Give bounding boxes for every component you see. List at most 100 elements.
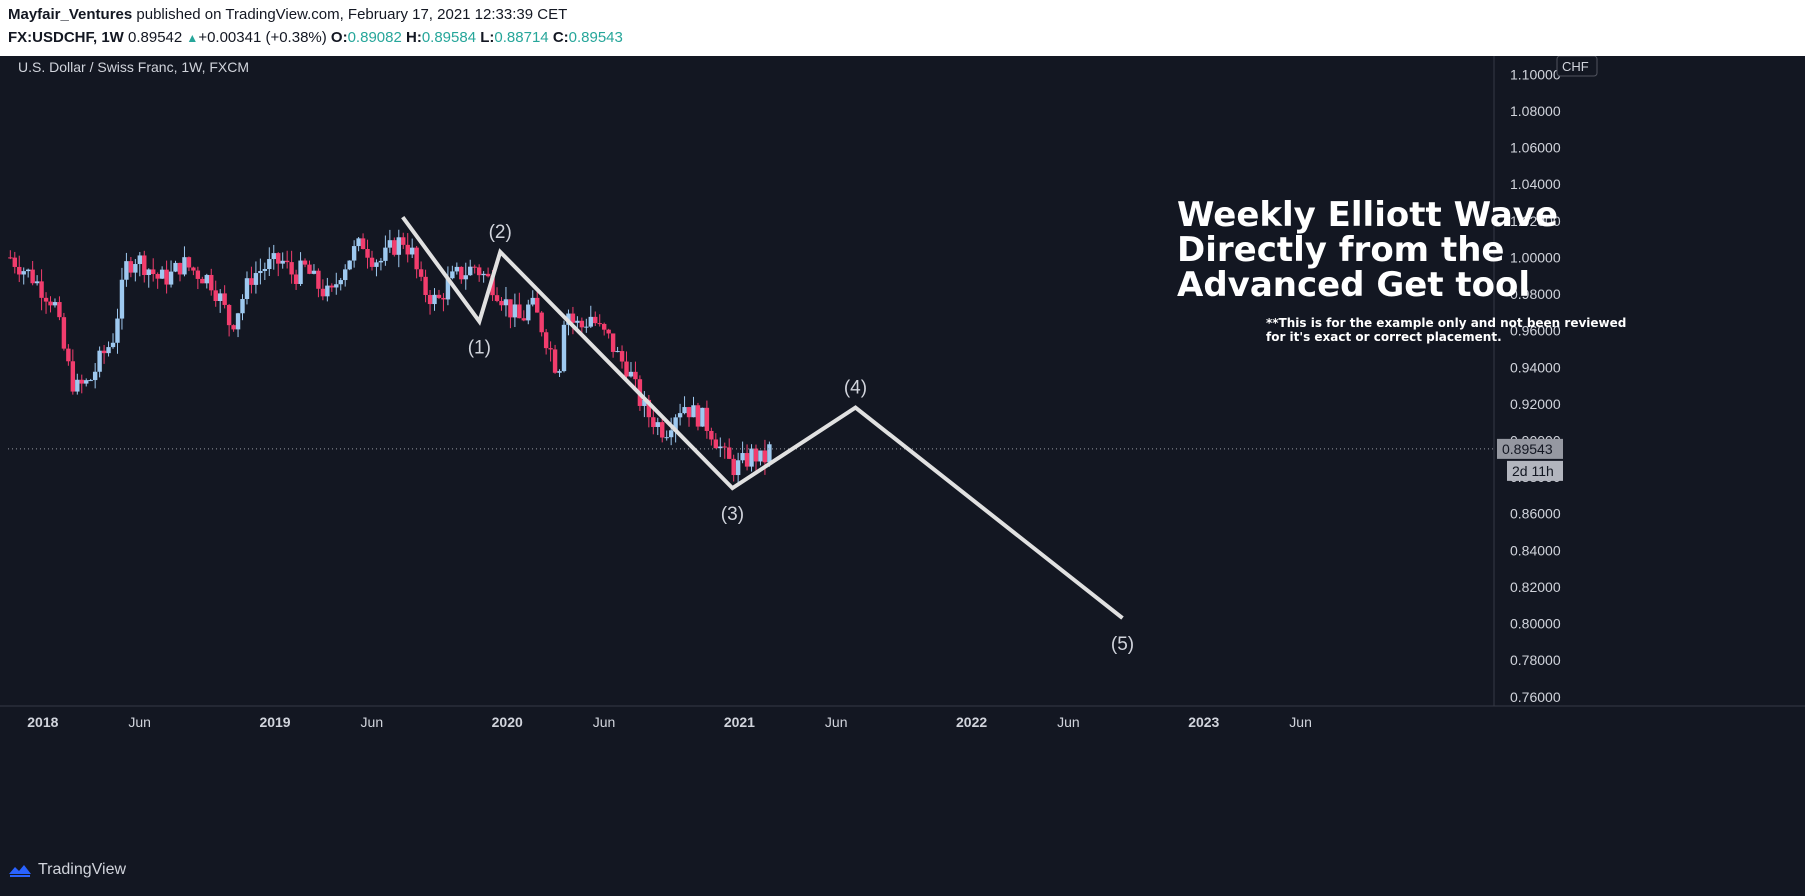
high-label: H: bbox=[406, 29, 422, 46]
candle-body bbox=[588, 316, 593, 327]
candle-body bbox=[226, 304, 232, 326]
candle-body bbox=[646, 399, 652, 418]
candle-body bbox=[182, 257, 187, 275]
candle-body bbox=[155, 274, 160, 279]
candle-body bbox=[664, 437, 669, 439]
candle-body bbox=[445, 278, 451, 300]
candle-body bbox=[79, 379, 84, 384]
candle-body bbox=[119, 279, 125, 319]
y-tick-label: 0.80000 bbox=[1510, 616, 1561, 632]
candle-body bbox=[378, 260, 384, 263]
candle-body bbox=[735, 460, 741, 476]
y-tick-label: 0.98000 bbox=[1510, 286, 1561, 302]
candle-body bbox=[682, 407, 687, 414]
currency-badge[interactable] bbox=[1556, 56, 1598, 77]
annotation-note-line: **This is for the example only and not b… bbox=[1266, 316, 1626, 330]
candle-body bbox=[262, 269, 268, 271]
elliott-wave-line[interactable] bbox=[401, 215, 1124, 620]
candle-body bbox=[499, 300, 504, 306]
published-text: published on TradingView.com, February 1… bbox=[136, 6, 568, 23]
author-name[interactable]: Mayfair_Ventures bbox=[8, 6, 133, 23]
candle-body bbox=[610, 333, 616, 352]
candle-body bbox=[307, 264, 312, 274]
candle-body bbox=[235, 313, 241, 330]
candle-body bbox=[222, 293, 227, 305]
candle-body bbox=[731, 458, 736, 476]
candle-body bbox=[173, 262, 178, 272]
candle-body bbox=[271, 253, 276, 260]
tradingview-icon bbox=[9, 865, 31, 877]
candle-body bbox=[615, 351, 620, 353]
candle-body bbox=[619, 351, 625, 362]
price-chart[interactable]: U.S. Dollar / Swiss Franc, 1W, FXCM 1.100… bbox=[0, 56, 1805, 849]
candle-body bbox=[695, 405, 701, 427]
candle-body bbox=[191, 267, 196, 271]
candle-body bbox=[508, 299, 513, 318]
tradingview-logo[interactable]: TradingView bbox=[8, 861, 126, 879]
candle-body bbox=[249, 278, 254, 285]
candle-body bbox=[177, 262, 183, 275]
y-tick-label: 0.86000 bbox=[1510, 506, 1561, 522]
candle-body bbox=[298, 260, 303, 284]
candle-body bbox=[579, 320, 585, 328]
annotation-title-line: Weekly Elliott Wave bbox=[1177, 195, 1558, 235]
low-label: L: bbox=[480, 29, 495, 46]
symbol-label: FX:USDCHF, 1W bbox=[8, 29, 124, 46]
countdown-badge bbox=[1507, 460, 1563, 481]
candle-body bbox=[106, 347, 111, 354]
footer: TradingView bbox=[0, 849, 1805, 896]
wave-label: (1) bbox=[468, 337, 491, 358]
candle-body bbox=[110, 342, 116, 348]
candle-body bbox=[387, 240, 393, 248]
candle-body bbox=[673, 417, 678, 431]
candle-body bbox=[494, 295, 500, 301]
candle-body bbox=[92, 371, 98, 381]
candle-body bbox=[231, 325, 236, 330]
candle-body bbox=[365, 249, 370, 258]
candle-body bbox=[704, 407, 710, 431]
candle-body bbox=[302, 260, 308, 265]
candle-body bbox=[753, 448, 759, 462]
x-tick-label: 2019 bbox=[259, 714, 290, 730]
candle-body bbox=[276, 253, 281, 264]
wave-label: (2) bbox=[489, 222, 512, 243]
candle-body bbox=[30, 269, 35, 284]
candle-body bbox=[597, 323, 602, 325]
annotation-title-line: Advanced Get tool bbox=[1177, 265, 1530, 305]
candle-body bbox=[311, 270, 317, 274]
candle-body bbox=[593, 316, 598, 324]
candle-body bbox=[481, 273, 486, 276]
chart-area[interactable]: U.S. Dollar / Swiss Franc, 1W, FXCM 1.100… bbox=[0, 56, 1805, 849]
countdown-label: 2d 11h bbox=[1512, 463, 1554, 479]
candle-body bbox=[722, 446, 727, 448]
candle-body bbox=[61, 317, 67, 349]
candle-body bbox=[436, 294, 442, 298]
publish-info: Mayfair_Ventures published on TradingVie… bbox=[8, 6, 567, 23]
candle-body bbox=[414, 247, 419, 270]
y-tick-label: 1.10000 bbox=[1510, 66, 1561, 82]
candle-body bbox=[334, 284, 339, 288]
candle-body bbox=[383, 247, 388, 261]
candle-body bbox=[284, 260, 290, 263]
y-tick-label: 0.96000 bbox=[1510, 323, 1561, 339]
brand-name: TradingView bbox=[38, 861, 127, 878]
annotation-title-line: Directly from the bbox=[1177, 230, 1504, 270]
candle-body bbox=[343, 269, 348, 281]
low-value: 0.88714 bbox=[494, 29, 549, 46]
candle-body bbox=[115, 318, 120, 343]
y-tick-label: 1.00000 bbox=[1510, 249, 1561, 265]
candle-body bbox=[325, 285, 330, 297]
candle-body bbox=[668, 430, 674, 438]
candle-body bbox=[12, 257, 17, 267]
candle-body bbox=[561, 324, 567, 372]
candle-body bbox=[133, 264, 138, 273]
candle-body bbox=[472, 266, 477, 268]
candle-body bbox=[762, 450, 768, 463]
candle-body bbox=[25, 269, 31, 272]
candle-body bbox=[700, 407, 705, 427]
y-tick-label: 1.04000 bbox=[1510, 176, 1561, 192]
candle-body bbox=[584, 326, 589, 328]
candle-body bbox=[535, 297, 540, 313]
candle-body bbox=[503, 299, 509, 306]
candle-body bbox=[628, 371, 634, 377]
